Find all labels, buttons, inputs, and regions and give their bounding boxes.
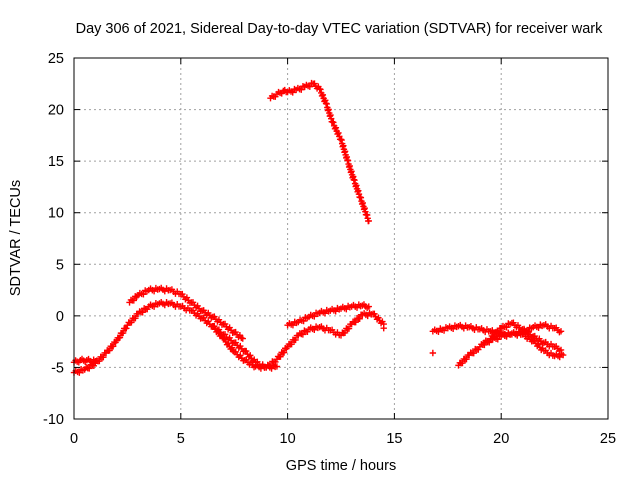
- data-point: [289, 89, 296, 96]
- axis-tick-labels: 0 5 10 15 20 25 -10 -5 0 5 10 15 20 25: [43, 51, 616, 447]
- data-point: [559, 351, 567, 359]
- y-tick-label: -10: [43, 412, 64, 428]
- data-point: [332, 308, 339, 315]
- data-point: [76, 369, 83, 376]
- data-point: [128, 319, 135, 326]
- y-tick-label: 25: [48, 51, 64, 67]
- data-point: [317, 86, 324, 93]
- axis-ticks: [73, 57, 609, 420]
- data-point: [119, 329, 127, 337]
- data-point: [306, 83, 314, 90]
- data-point: [345, 325, 353, 332]
- data-point: [535, 341, 542, 348]
- data-point: [116, 334, 124, 341]
- data-point: [277, 353, 284, 360]
- data-point: [322, 97, 329, 104]
- x-axis-label: GPS time / hours: [286, 458, 396, 474]
- data-point: [311, 326, 318, 334]
- data-point: [319, 91, 327, 99]
- data-point: [356, 315, 363, 322]
- data-point: [150, 303, 158, 310]
- data-point: [130, 297, 138, 304]
- data-point: [123, 325, 130, 332]
- chart-title: Day 306 of 2021, Sidereal Day-to-day VTE…: [76, 21, 604, 37]
- data-point: [429, 349, 437, 357]
- data-point: [435, 328, 442, 335]
- y-tick-label: 15: [48, 154, 64, 170]
- grid: [74, 58, 608, 419]
- data-point: [243, 347, 250, 355]
- data-point: [440, 327, 448, 334]
- data-point: [288, 340, 295, 348]
- data-point: [352, 319, 359, 326]
- data-point: [486, 339, 493, 346]
- data-point: [280, 87, 287, 95]
- data-point: [463, 356, 470, 363]
- data-point: [273, 363, 281, 370]
- series-arc-e-late-rise: [284, 301, 372, 329]
- data-point: [557, 328, 565, 335]
- data-point: [535, 324, 542, 331]
- series-isolated-points: [380, 325, 437, 357]
- data-series: [70, 79, 567, 376]
- data-point: [495, 329, 502, 336]
- y-axis-label: SDTVAR / TECUs: [8, 180, 24, 296]
- x-tick-label: 10: [280, 431, 296, 447]
- data-point: [343, 306, 350, 313]
- data-point: [298, 86, 305, 93]
- y-tick-label: -5: [51, 360, 64, 376]
- x-tick-label: 20: [493, 431, 509, 447]
- x-tick-label: 15: [386, 431, 402, 447]
- data-point: [321, 310, 329, 317]
- data-point: [371, 310, 378, 317]
- data-point: [503, 333, 510, 340]
- data-point: [247, 352, 254, 359]
- x-tick-label: 5: [177, 431, 185, 447]
- series-arc-i-late-c: [480, 329, 567, 361]
- data-point: [86, 365, 93, 372]
- series-arc-d-secondary: [209, 322, 281, 372]
- data-point: [330, 119, 337, 126]
- y-tick-label: 0: [56, 309, 64, 325]
- data-point: [449, 325, 457, 333]
- series-arc-f-high: [267, 79, 372, 225]
- data-point: [332, 124, 340, 131]
- data-point: [335, 129, 342, 137]
- data-point: [311, 313, 318, 320]
- data-point: [280, 349, 288, 356]
- data-point: [132, 315, 139, 322]
- series-arc-c-mid: [126, 284, 246, 342]
- data-point: [109, 343, 117, 350]
- data-point: [341, 329, 349, 336]
- data-point: [92, 358, 99, 365]
- y-tick-label: 10: [48, 206, 64, 222]
- data-point: [239, 335, 246, 342]
- data-point: [380, 325, 387, 332]
- data-point: [531, 337, 538, 344]
- x-tick-label: 25: [600, 431, 616, 447]
- data-point: [299, 331, 307, 338]
- data-point: [375, 314, 382, 321]
- data-point: [228, 344, 236, 351]
- data-point: [459, 359, 466, 367]
- data-point: [365, 217, 372, 225]
- data-point: [494, 336, 501, 343]
- data-point: [300, 317, 307, 325]
- data-point: [140, 291, 147, 298]
- data-point: [139, 309, 146, 316]
- data-point: [503, 324, 510, 331]
- data-point: [470, 349, 477, 357]
- y-tick-label: 5: [56, 257, 64, 273]
- x-tick-label: 0: [70, 431, 78, 447]
- data-point: [292, 336, 299, 344]
- data-point: [106, 347, 113, 354]
- data-point: [100, 353, 107, 361]
- data-point: [365, 303, 372, 310]
- plot-frame: [73, 57, 609, 420]
- data-point: [289, 321, 297, 329]
- y-tick-label: 20: [48, 103, 64, 119]
